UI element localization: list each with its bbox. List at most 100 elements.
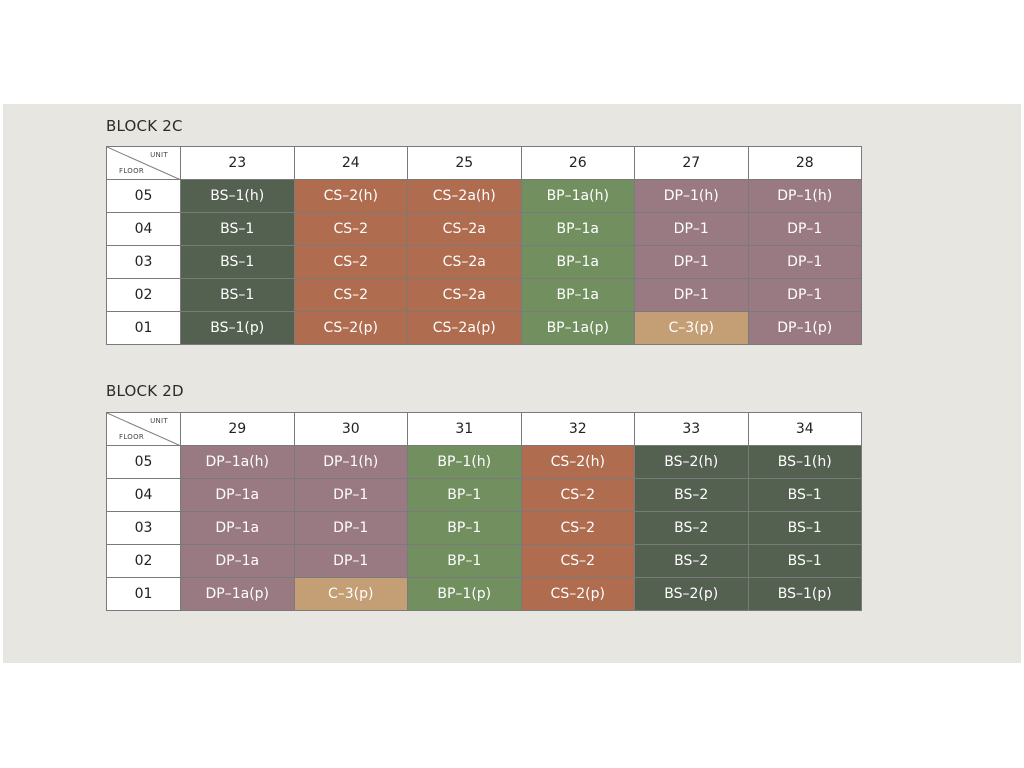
unit-type-cell: BS–1	[180, 212, 295, 246]
block-2d-title: BLOCK 2D	[106, 382, 184, 400]
floor-row: 03 DP–1a DP–1 BP–1 CS–2 BS–2 BS–1	[106, 511, 862, 545]
unit-type-cell: BS–1(p)	[180, 311, 295, 345]
unit-number-header: 27	[634, 146, 749, 180]
unit-type-cell: BS–1	[747, 511, 862, 545]
unit-axis-label: UNIT	[150, 417, 168, 425]
unit-type-cell: DP–1	[634, 212, 749, 246]
floor-row: 04 DP–1a DP–1 BP–1 CS–2 BS–2 BS–1	[106, 478, 862, 512]
unit-type-cell: DP–1	[747, 212, 862, 246]
diagonal-divider	[107, 147, 179, 179]
unit-type-cell: BS–2	[634, 511, 749, 545]
unit-type-cell: CS–2a	[407, 278, 522, 312]
floor-number: 03	[106, 511, 181, 545]
unit-type-cell: DP–1	[747, 278, 862, 312]
unit-type-cell: C–3(p)	[293, 577, 408, 611]
unit-type-cell: BP–1	[407, 478, 522, 512]
unit-type-cell: DP–1a	[180, 478, 295, 512]
floor-rows: 05 DP–1a(h) DP–1(h) BP–1(h) CS–2(h) BS–2(h) BS…	[106, 445, 862, 611]
unit-type-cell: BP–1a(p)	[520, 311, 635, 345]
unit-type-cell: BP–1a	[520, 212, 635, 246]
unit-type-cell: DP–1	[634, 245, 749, 279]
unit-type-cell: BS–1	[747, 544, 862, 578]
unit-number-header: 32	[520, 412, 635, 446]
unit-type-cell: CS–2a	[407, 245, 522, 279]
unit-type-cell: BS–1(h)	[180, 179, 295, 213]
floor-row: 01 DP–1a(p) C–3(p) BP–1(p) CS–2(p) BS–2(p) BS–…	[106, 577, 862, 611]
floor-row: 04 BS–1 CS–2 CS–2a BP–1a DP–1 DP–1	[106, 212, 862, 246]
floor-number: 02	[106, 544, 181, 578]
floor-number: 02	[106, 278, 181, 312]
unit-type-cell: DP–1a(p)	[180, 577, 295, 611]
floor-rows: 05 BS–1(h) CS–2(h) CS–2a(h) BP–1a(h) DP–1(h) D…	[106, 179, 862, 345]
floor-number: 03	[106, 245, 181, 279]
unit-type-cell: BP–1a(h)	[520, 179, 635, 213]
unit-type-cell: BS–2	[634, 544, 749, 578]
unit-number-header: 24	[293, 146, 408, 180]
unit-type-cell: DP–1(h)	[747, 179, 862, 213]
unit-number-header: 28	[747, 146, 862, 180]
unit-type-cell: BS–2(p)	[634, 577, 749, 611]
unit-type-cell: CS–2	[293, 245, 408, 279]
unit-type-cell: BS–2(h)	[634, 445, 749, 479]
floor-axis-label: FLOOR	[119, 433, 145, 441]
unit-type-cell: DP–1(h)	[634, 179, 749, 213]
unit-type-cell: BP–1	[407, 511, 522, 545]
unit-type-cell: CS–2a	[407, 212, 522, 246]
unit-type-cell: BS–1	[180, 278, 295, 312]
unit-number-header: 29	[180, 412, 295, 446]
floor-number: 05	[106, 445, 181, 479]
block-2d-table: UNIT FLOOR 29 30 31 32 33 34 05 DP–1a(h) DP–1(h) B…	[106, 412, 862, 611]
unit-type-cell: C–3(p)	[634, 311, 749, 345]
unit-type-cell: DP–1a(h)	[180, 445, 295, 479]
floor-row: 05 DP–1a(h) DP–1(h) BP–1(h) CS–2(h) BS–2(h) BS…	[106, 445, 862, 479]
unit-type-cell: BP–1	[407, 544, 522, 578]
floor-number: 05	[106, 179, 181, 213]
unit-number-header: 30	[293, 412, 408, 446]
unit-type-cell: BS–1	[180, 245, 295, 279]
unit-type-cell: BS–1	[747, 478, 862, 512]
block-2c-table: UNIT FLOOR 23 24 25 26 27 28 05 BS–1(h) CS–2(h) CS…	[106, 146, 862, 345]
unit-type-cell: CS–2	[520, 511, 635, 545]
unit-type-cell: DP–1(h)	[293, 445, 408, 479]
corner-header-cell: UNIT FLOOR	[106, 412, 181, 446]
unit-header-row: UNIT FLOOR 23 24 25 26 27 28	[106, 146, 862, 180]
unit-type-cell: BP–1a	[520, 245, 635, 279]
unit-number-header: 23	[180, 146, 295, 180]
floor-axis-label: FLOOR	[119, 167, 145, 175]
diagonal-divider	[107, 413, 179, 445]
unit-type-cell: DP–1(p)	[747, 311, 862, 345]
block-2c-title: BLOCK 2C	[106, 117, 183, 135]
unit-type-cell: CS–2(p)	[293, 311, 408, 345]
unit-type-cell: DP–1	[293, 544, 408, 578]
unit-number-header: 26	[520, 146, 635, 180]
unit-type-cell: CS–2(h)	[520, 445, 635, 479]
floor-row: 03 BS–1 CS–2 CS–2a BP–1a DP–1 DP–1	[106, 245, 862, 279]
unit-number-header: 33	[634, 412, 749, 446]
floor-number: 01	[106, 577, 181, 611]
floor-number: 01	[106, 311, 181, 345]
unit-type-cell: BS–1(p)	[747, 577, 862, 611]
unit-type-cell: CS–2	[520, 544, 635, 578]
unit-type-cell: DP–1	[747, 245, 862, 279]
unit-type-cell: DP–1	[293, 511, 408, 545]
unit-type-cell: DP–1	[634, 278, 749, 312]
unit-axis-label: UNIT	[150, 151, 168, 159]
floor-row: 02 BS–1 CS–2 CS–2a BP–1a DP–1 DP–1	[106, 278, 862, 312]
unit-type-cell: CS–2(h)	[293, 179, 408, 213]
unit-number-header: 34	[747, 412, 862, 446]
unit-header-row: UNIT FLOOR 29 30 31 32 33 34	[106, 412, 862, 446]
corner-header-cell: UNIT FLOOR	[106, 146, 181, 180]
unit-type-cell: BS–2	[634, 478, 749, 512]
floor-row: 05 BS–1(h) CS–2(h) CS–2a(h) BP–1a(h) DP–1(h) D…	[106, 179, 862, 213]
unit-type-cell: BP–1a	[520, 278, 635, 312]
unit-type-cell: DP–1a	[180, 511, 295, 545]
unit-type-cell: BP–1(h)	[407, 445, 522, 479]
unit-type-cell: CS–2a(p)	[407, 311, 522, 345]
unit-type-cell: CS–2a(h)	[407, 179, 522, 213]
unit-type-cell: BP–1(p)	[407, 577, 522, 611]
unit-number-header: 25	[407, 146, 522, 180]
unit-type-cell: CS–2(p)	[520, 577, 635, 611]
floor-number: 04	[106, 212, 181, 246]
unit-type-cell: CS–2	[293, 278, 408, 312]
unit-type-cell: BS–1(h)	[747, 445, 862, 479]
